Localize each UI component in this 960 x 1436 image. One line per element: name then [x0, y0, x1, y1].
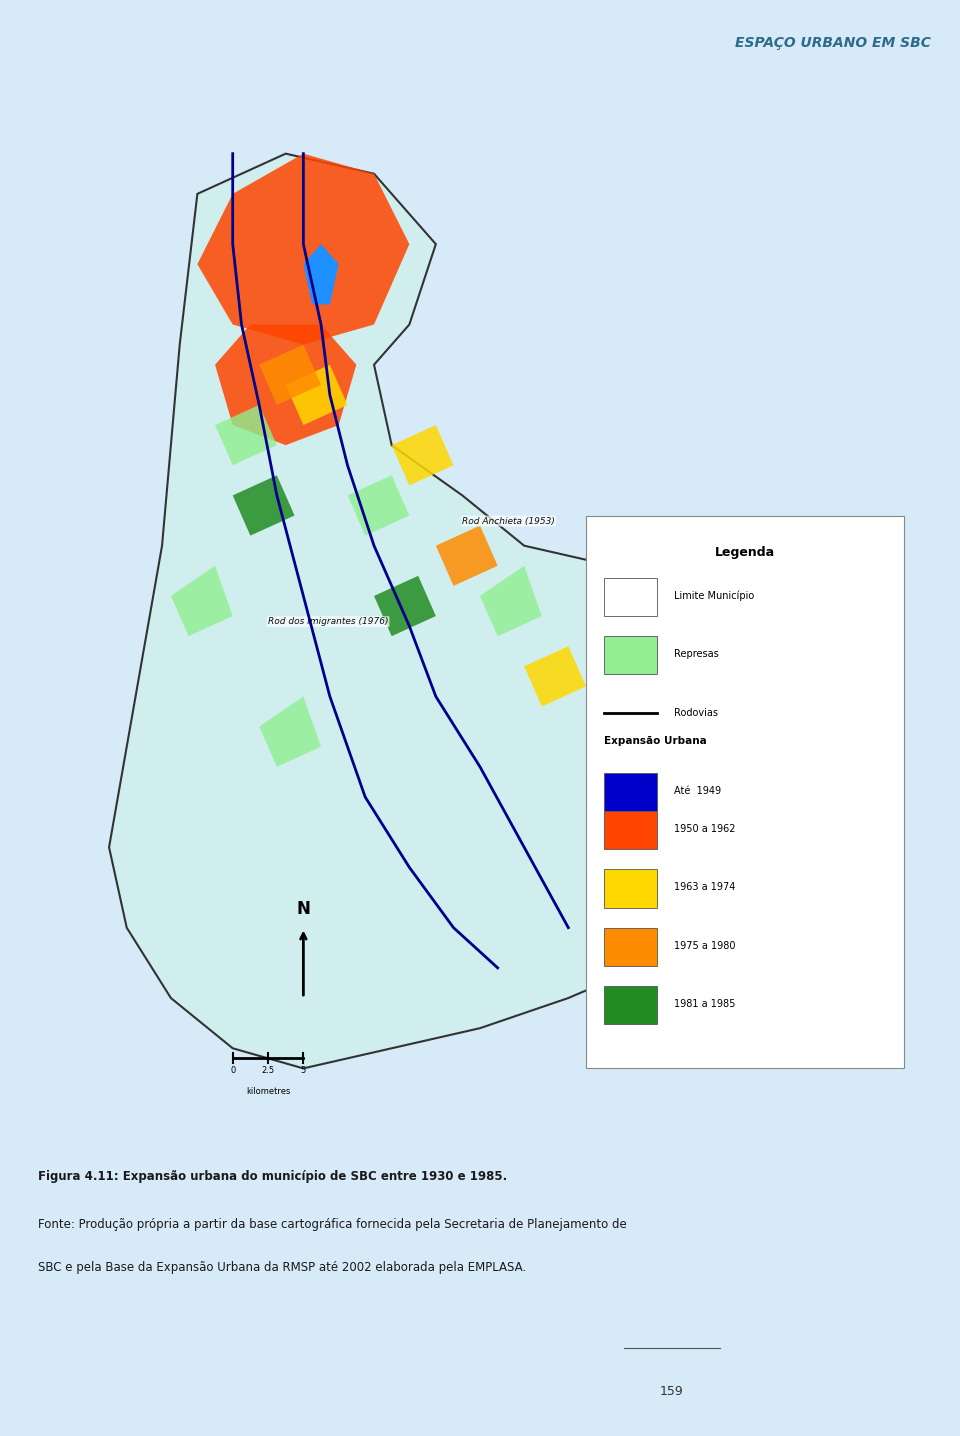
Text: kilometres: kilometres [246, 1087, 290, 1096]
Polygon shape [259, 696, 321, 767]
Polygon shape [348, 475, 409, 536]
FancyBboxPatch shape [604, 636, 657, 675]
Text: Represas: Represas [674, 649, 719, 659]
Polygon shape [392, 425, 453, 485]
Text: SBC e pela Base da Expansão Urbana da RMSP até 2002 elaborada pela EMPLASA.: SBC e pela Base da Expansão Urbana da RM… [38, 1261, 526, 1274]
Polygon shape [303, 244, 339, 304]
Text: Fonte: Produção própria a partir da base cartográfica fornecida pela Secretaria : Fonte: Produção própria a partir da base… [38, 1218, 627, 1231]
Polygon shape [232, 475, 295, 536]
Text: 5: 5 [300, 1067, 306, 1076]
Polygon shape [109, 154, 816, 1068]
Text: 159: 159 [660, 1384, 684, 1399]
Text: 1981 a 1985: 1981 a 1985 [674, 999, 735, 1010]
FancyBboxPatch shape [604, 869, 657, 908]
Polygon shape [374, 576, 436, 636]
Polygon shape [524, 646, 586, 707]
Text: Legenda: Legenda [715, 546, 775, 559]
Text: 2.5: 2.5 [261, 1067, 275, 1076]
Polygon shape [480, 566, 541, 636]
Polygon shape [215, 325, 356, 445]
Polygon shape [171, 566, 232, 636]
FancyBboxPatch shape [604, 928, 657, 966]
Text: ESPAÇO URBANO EM SBC: ESPAÇO URBANO EM SBC [735, 36, 931, 50]
Polygon shape [198, 154, 409, 345]
Text: Expansão Urbana: Expansão Urbana [604, 735, 707, 745]
Polygon shape [259, 345, 321, 405]
FancyBboxPatch shape [604, 773, 657, 811]
Polygon shape [286, 365, 348, 425]
Text: Rod Anchieta (1953): Rod Anchieta (1953) [463, 517, 555, 526]
Text: N: N [297, 899, 310, 918]
Polygon shape [436, 526, 497, 586]
Text: Até  1949: Até 1949 [674, 785, 721, 796]
Text: Figura 4.11: Expansão urbana do município de SBC entre 1930 e 1985.: Figura 4.11: Expansão urbana do municípi… [38, 1170, 508, 1183]
Text: Rodovias: Rodovias [674, 708, 718, 718]
FancyBboxPatch shape [604, 577, 657, 616]
Text: Limite Município: Limite Município [674, 590, 755, 602]
FancyBboxPatch shape [604, 811, 657, 849]
FancyBboxPatch shape [604, 987, 657, 1024]
Text: Rod dos Imigrantes (1976): Rod dos Imigrantes (1976) [268, 617, 389, 626]
Text: 1975 a 1980: 1975 a 1980 [674, 941, 735, 951]
FancyBboxPatch shape [586, 516, 904, 1068]
Text: 1950 a 1962: 1950 a 1962 [674, 824, 735, 834]
Polygon shape [215, 405, 276, 465]
Text: 0: 0 [230, 1067, 235, 1076]
Text: 1963 a 1974: 1963 a 1974 [674, 883, 735, 892]
